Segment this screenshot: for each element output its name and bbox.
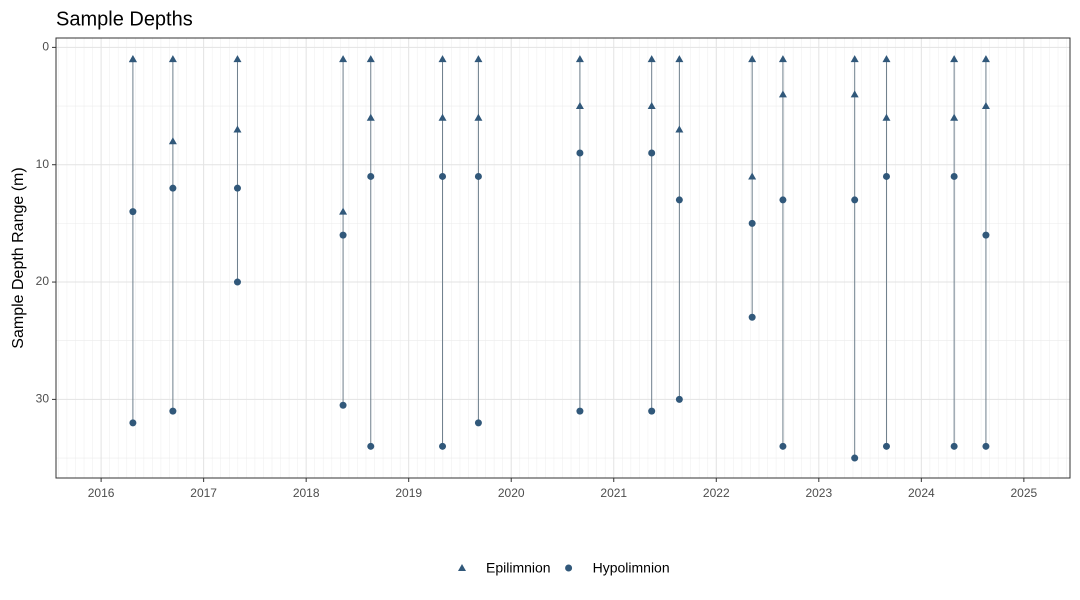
data-point — [882, 113, 891, 121]
x-tick-label: 2018 — [293, 486, 320, 500]
data-point — [233, 278, 241, 286]
chart-title: Sample Depths — [56, 8, 193, 30]
data-point — [576, 407, 584, 415]
x-tick-label: 2016 — [88, 486, 115, 500]
y-tick-label: 10 — [36, 157, 50, 171]
data-point — [981, 55, 990, 63]
data-point — [474, 55, 483, 63]
data-point — [439, 442, 447, 450]
data-point — [576, 149, 584, 157]
legend-marker — [565, 564, 573, 572]
data-point — [339, 231, 347, 239]
data-point — [474, 172, 482, 180]
legend-label: Hypolimnion — [593, 560, 670, 576]
data-point — [367, 442, 375, 450]
plot-border — [55, 37, 1071, 479]
data-point — [233, 55, 242, 63]
data-point — [575, 102, 584, 110]
y-axis-title: Sample Depth Range (m) — [10, 167, 27, 348]
data-point — [882, 55, 891, 63]
data-point — [648, 149, 656, 157]
y-tick-label: 20 — [36, 274, 50, 288]
data-point — [168, 137, 177, 145]
data-point — [367, 172, 375, 180]
data-point — [779, 196, 787, 204]
data-point — [982, 442, 990, 450]
x-tick-label: 2020 — [498, 486, 525, 500]
data-point — [339, 55, 348, 63]
data-point — [675, 125, 684, 133]
data-point — [950, 113, 959, 121]
data-point — [366, 113, 375, 121]
x-tick-label: 2022 — [703, 486, 730, 500]
data-point — [778, 90, 787, 98]
x-tick-label: 2025 — [1011, 486, 1038, 500]
x-tick-label: 2023 — [805, 486, 832, 500]
data-point — [339, 207, 348, 215]
x-tick-label: 2024 — [908, 486, 935, 500]
data-point — [882, 442, 890, 450]
y-tick-label: 0 — [42, 40, 49, 54]
data-point — [439, 172, 447, 180]
data-point — [748, 219, 756, 227]
data-point — [438, 113, 447, 121]
x-tick-label: 2019 — [395, 486, 422, 500]
data-point — [438, 55, 447, 63]
data-point — [169, 407, 177, 415]
data-point — [675, 395, 683, 403]
data-point — [779, 442, 787, 450]
data-point — [851, 454, 859, 462]
data-point — [950, 172, 958, 180]
data-point — [474, 113, 483, 121]
data-point — [950, 55, 959, 63]
data-point — [675, 55, 684, 63]
data-point — [647, 102, 656, 110]
data-point — [575, 55, 584, 63]
data-point — [648, 407, 656, 415]
data-point — [850, 55, 859, 63]
data-point — [748, 172, 757, 180]
data-point — [748, 313, 756, 321]
y-tick-label: 30 — [36, 392, 50, 406]
data-point — [851, 196, 859, 204]
data-point — [168, 55, 177, 63]
data-point — [778, 55, 787, 63]
data-point — [339, 401, 347, 409]
data-point — [366, 55, 375, 63]
data-point — [950, 442, 958, 450]
data-point — [748, 55, 757, 63]
data-point — [647, 55, 656, 63]
data-point — [233, 125, 242, 133]
data-point — [850, 90, 859, 98]
data-point — [982, 231, 990, 239]
legend-marker — [458, 564, 466, 571]
data-point — [882, 172, 890, 180]
x-tick-label: 2021 — [600, 486, 627, 500]
data-point — [128, 55, 137, 63]
data-point — [129, 208, 137, 216]
data-point — [675, 196, 683, 204]
data-point — [129, 419, 137, 427]
data-point — [169, 184, 177, 192]
x-tick-label: 2017 — [190, 486, 217, 500]
data-point — [474, 419, 482, 427]
data-point — [981, 102, 990, 110]
data-point — [233, 184, 241, 192]
legend-label: Epilimnion — [486, 560, 551, 576]
